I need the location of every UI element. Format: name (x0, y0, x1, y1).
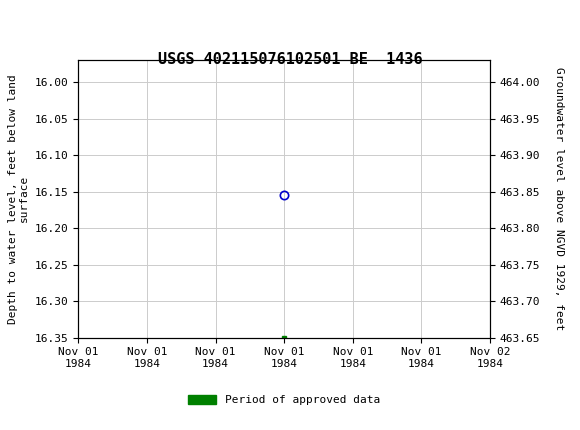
Legend: Period of approved data: Period of approved data (184, 390, 385, 410)
Y-axis label: Groundwater level above NGVD 1929, feet: Groundwater level above NGVD 1929, feet (554, 67, 564, 331)
Text: ≡USGS: ≡USGS (3, 12, 74, 31)
Text: USGS 402115076102501 BE  1436: USGS 402115076102501 BE 1436 (158, 52, 422, 68)
Y-axis label: Depth to water level, feet below land
surface: Depth to water level, feet below land su… (8, 74, 29, 324)
